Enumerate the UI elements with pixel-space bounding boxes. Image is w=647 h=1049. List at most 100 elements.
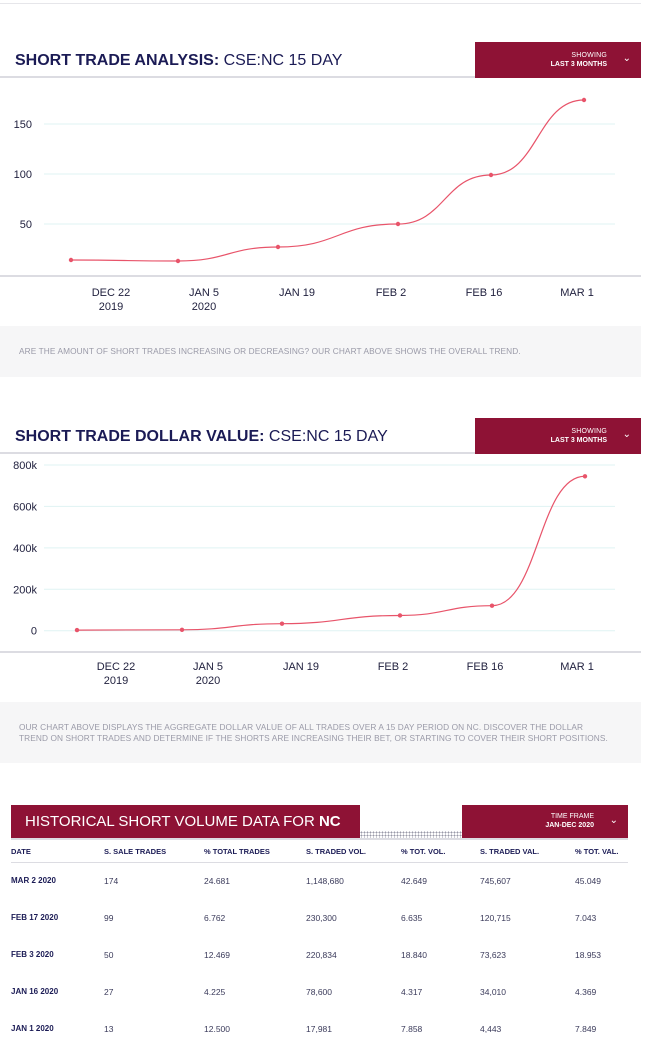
cell: 4.225 (204, 986, 226, 997)
data-point (489, 603, 495, 608)
cell: 7.849 (575, 1023, 597, 1034)
data-point (68, 257, 74, 263)
y-tick-label: 150 (14, 119, 32, 131)
short-dollar-line-chart: 0 200k 400k 600k 800k DEC 22 2019 JAN 5 2020 JAN … (0, 460, 641, 687)
cell: 27 (104, 986, 114, 997)
cell: 6.635 (401, 912, 423, 923)
section-title: SHORT TRADE ANALYSIS: CSE:NC 15 DAY (15, 52, 343, 69)
cell: 34,010 (480, 986, 506, 997)
column-header: % TOTAL TRADES (204, 842, 306, 863)
cell: 18.953 (575, 949, 601, 960)
showing-label: SHOWING (571, 428, 607, 435)
cell: 78,600 (306, 986, 332, 997)
x-tick-label: JAN 5 (189, 287, 219, 299)
y-tick-label: 100 (14, 169, 32, 181)
column-header: % TOT. VOL. (401, 842, 480, 863)
cell: 18.840 (401, 949, 427, 960)
y-tick-label: 50 (20, 219, 32, 231)
column-header: S. TRADED VAL. (480, 842, 575, 863)
showing-value: LAST 3 MONTHS (550, 437, 607, 444)
column-header: S. TRADED VOL. (306, 842, 401, 863)
showing-label: SHOWING (571, 52, 607, 59)
cell: 4.369 (575, 986, 597, 997)
period-selector[interactable]: SHOWING LAST 3 MONTHS ⌄ (475, 418, 641, 454)
decorative-dots (360, 831, 462, 838)
column-header: % TOT. VAL. (575, 842, 628, 863)
table-row: FEB 3 2020 50 12.469 220,834 18.840 73,6… (11, 936, 628, 973)
x-tick-label: 2019 (104, 675, 128, 687)
cell: 12.469 (204, 949, 230, 960)
cell: 7.043 (575, 912, 597, 923)
x-tick-label: JAN 19 (283, 661, 319, 673)
x-tick-label: MAR 1 (560, 287, 594, 299)
table-header-row: DATE S. SALE TRADES % TOTAL TRADES S. TR… (11, 842, 628, 863)
series-line (76, 475, 586, 631)
x-tick-label: 2020 (192, 301, 216, 313)
series-line (70, 99, 585, 262)
historical-table: DATE S. SALE TRADES % TOTAL TRADES S. TR… (11, 842, 628, 1047)
short-trades-line-chart: 50 100 150 DEC 22 2019 JAN 5 2020 JAN 19 FEB 2 FE… (0, 97, 641, 313)
cell: 1,148,680 (306, 875, 344, 886)
chevron-down-icon: ⌄ (622, 429, 631, 440)
y-tick-label: 200k (13, 584, 37, 596)
cell: 230,300 (306, 912, 337, 923)
x-tick-label: DEC 22 (97, 661, 136, 673)
cell: 73,623 (480, 949, 506, 960)
short-dollar-value-header: SHORT TRADE DOLLAR VALUE: CSE:NC 15 DAY … (0, 418, 641, 454)
cell: 50 (104, 949, 114, 960)
cell: 745,607 (480, 875, 511, 886)
x-tick-label: FEB 16 (467, 661, 504, 673)
historical-title: HISTORICAL SHORT VOLUME DATA FOR NC (11, 805, 360, 838)
cell: 120,715 (480, 912, 511, 923)
cell: 17,981 (306, 1023, 332, 1034)
y-tick-label: 800k (13, 460, 37, 472)
table-row: MAR 2 2020 174 24.681 1,148,680 42.649 7… (11, 862, 628, 899)
cell-date: FEB 3 2020 (11, 950, 54, 959)
data-point (275, 244, 281, 250)
cell: 4,443 (480, 1023, 502, 1034)
x-tick-label: JAN 19 (279, 287, 315, 299)
data-point (395, 221, 401, 227)
cell: 42.649 (401, 875, 427, 886)
data-point (74, 627, 80, 633)
timeframe-value: JAN-DEC 2020 (545, 822, 594, 829)
x-tick-label: 2019 (99, 301, 123, 313)
cell-date: FEB 17 2020 (11, 913, 59, 922)
table-row: FEB 17 2020 99 6.762 230,300 6.635 120,7… (11, 899, 628, 936)
x-tick-label: DEC 22 (92, 287, 131, 299)
chart-note: OUR CHART ABOVE DISPLAYS THE AGGREGATE D… (0, 702, 641, 763)
data-point (582, 474, 588, 479)
chevron-down-icon: ⌄ (609, 815, 618, 826)
table-row: JAN 16 2020 27 4.225 78,600 4.317 34,010… (11, 973, 628, 1010)
cell: 24.681 (204, 875, 230, 886)
cell-date: JAN 16 2020 (11, 987, 59, 996)
cell: 12.500 (204, 1023, 230, 1034)
cell: 174 (104, 875, 119, 886)
data-point (488, 172, 494, 178)
x-tick-label: FEB 16 (466, 287, 503, 299)
cell: 99 (104, 912, 114, 923)
chart-note: ARE THE AMOUNT OF SHORT TRADES INCREASIN… (0, 326, 641, 377)
cell: 7.858 (401, 1023, 423, 1034)
data-point (175, 258, 181, 264)
table-divider (11, 838, 628, 840)
y-tick-label: 0 (31, 626, 37, 638)
data-point (279, 621, 285, 626)
period-selector[interactable]: SHOWING LAST 3 MONTHS ⌄ (475, 42, 641, 78)
cell-date: JAN 1 2020 (11, 1024, 54, 1033)
top-divider (0, 0, 641, 4)
x-tick-label: FEB 2 (378, 661, 409, 673)
column-header: S. SALE TRADES (104, 842, 204, 863)
cell: 4.317 (401, 986, 423, 997)
section-title: SHORT TRADE DOLLAR VALUE: CSE:NC 15 DAY (15, 428, 388, 445)
data-point (581, 97, 587, 103)
short-trade-analysis-header: SHORT TRADE ANALYSIS: CSE:NC 15 DAY SHOW… (0, 42, 641, 78)
chevron-down-icon: ⌄ (622, 53, 631, 64)
cell: 45.049 (575, 875, 601, 886)
showing-value: LAST 3 MONTHS (550, 61, 607, 68)
y-tick-label: 600k (13, 501, 37, 513)
column-header: DATE (11, 842, 104, 863)
x-tick-label: MAR 1 (560, 661, 594, 673)
table-row: JAN 1 2020 13 12.500 17,981 7.858 4,443 … (11, 1010, 628, 1047)
timeframe-selector[interactable]: TIME FRAME JAN-DEC 2020 ⌄ (462, 805, 628, 838)
